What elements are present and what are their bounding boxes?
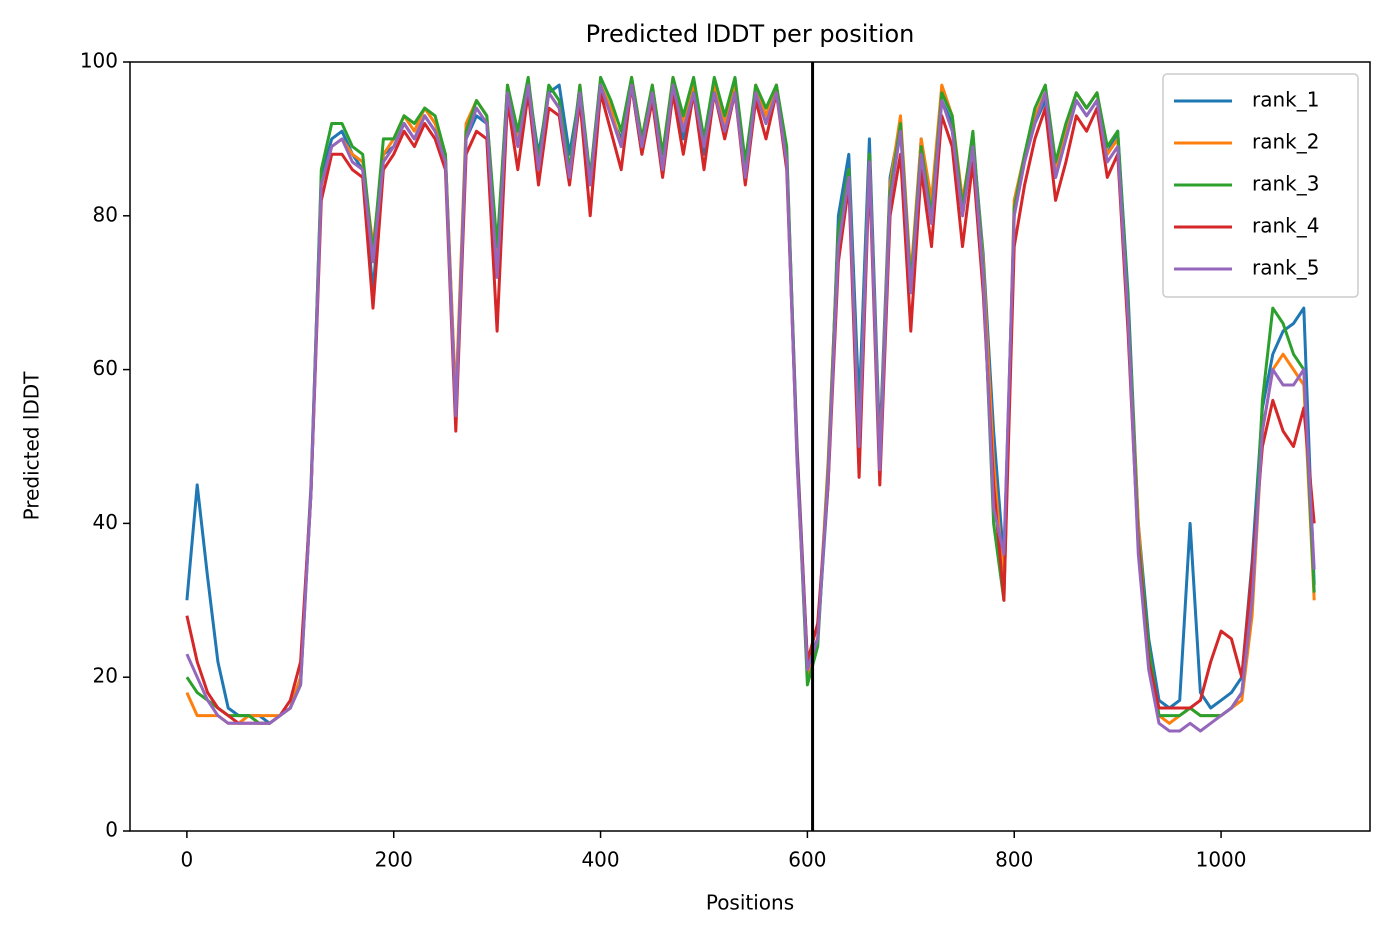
y-tick-label: 0: [105, 818, 118, 842]
x-tick-label: 0: [181, 848, 194, 872]
y-axis-label: Predicted lDDT: [20, 371, 44, 521]
legend-label: rank_4: [1252, 214, 1319, 238]
y-tick-label: 40: [93, 510, 118, 534]
legend-label: rank_5: [1252, 256, 1319, 280]
x-tick-label: 400: [581, 848, 619, 872]
legend-label: rank_2: [1252, 130, 1319, 154]
y-tick-label: 20: [93, 664, 118, 688]
y-tick-label: 80: [93, 202, 118, 226]
y-tick-label: 60: [93, 356, 118, 380]
x-axis-label: Positions: [706, 891, 794, 915]
y-tick-label: 100: [80, 49, 118, 73]
legend-label: rank_3: [1252, 172, 1319, 196]
plot-frame: [129, 61, 1371, 832]
x-tick-label: 800: [995, 848, 1033, 872]
legend-label: rank_1: [1252, 88, 1319, 112]
series-line: [185, 83, 1316, 733]
x-tick-label: 200: [375, 848, 413, 872]
legend-box: [1162, 73, 1359, 298]
chart-title: Predicted lDDT per position: [586, 20, 915, 48]
x-tick-label: 1000: [1196, 848, 1247, 872]
x-tick-label: 600: [788, 848, 826, 872]
legend: rank_1 rank_2 rank_3 rank_4 rank_5: [1162, 73, 1359, 298]
